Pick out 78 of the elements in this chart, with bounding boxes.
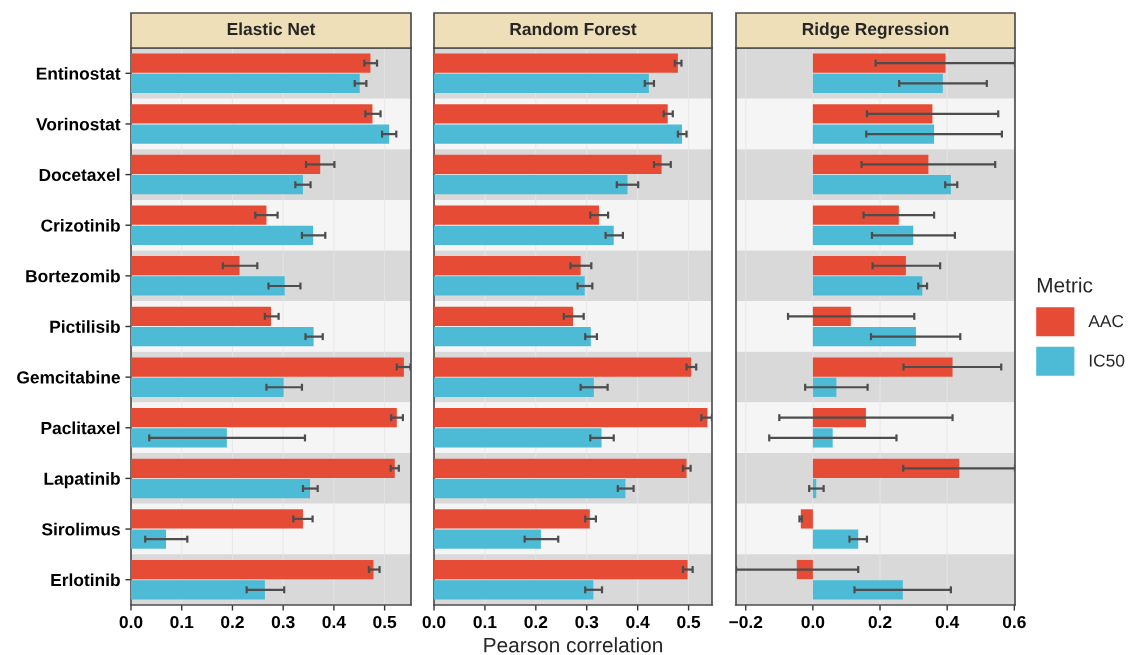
bar: [800, 509, 813, 529]
bar: [434, 225, 614, 245]
bar: [812, 357, 953, 377]
chart-title: Ridge Regression: [802, 22, 949, 39]
y-tick-label: Erlotinib: [51, 573, 120, 587]
y-tick-label: Paclitaxel: [41, 421, 120, 435]
y-tick-label: Sirolimus: [41, 522, 120, 536]
bar: [434, 256, 581, 276]
bar: [434, 580, 594, 600]
bar: [434, 509, 590, 529]
bar: [131, 225, 314, 245]
bar: [812, 327, 916, 347]
bar: [812, 73, 943, 94]
y-tick-label: Gemcitabine: [17, 370, 120, 384]
x-tick-label: −0.2: [729, 615, 763, 629]
bar: [812, 175, 951, 195]
y-tick-label: Docetaxel: [39, 168, 120, 182]
bar: [434, 306, 573, 326]
bar: [434, 327, 591, 347]
bar: [812, 276, 923, 296]
y-tick-label: Bortezomib: [26, 269, 120, 283]
x-tick-label: 0.1: [170, 615, 194, 629]
legend-label: IC50: [1089, 354, 1125, 367]
bar: [812, 529, 859, 549]
x-tick-label: 0.2: [221, 615, 244, 629]
x-tick-label: 0.2: [524, 615, 548, 629]
bar: [812, 225, 914, 245]
bar: [131, 276, 285, 296]
x-tick-label: 0.2: [868, 615, 892, 629]
x-tick-label: 0.4: [322, 615, 346, 629]
bar: [131, 306, 271, 326]
y-tick-label: Lapatinib: [44, 472, 120, 489]
bar: [131, 580, 265, 600]
x-tick-label: 0.0: [119, 615, 143, 629]
x-tick-label: 0.6: [1002, 615, 1026, 629]
bar: [812, 205, 899, 225]
bar: [131, 175, 303, 195]
bar: [434, 428, 602, 448]
bar: [131, 478, 311, 499]
bar: [812, 53, 946, 73]
legend-label: AAC: [1088, 314, 1124, 328]
bar: [434, 276, 585, 296]
x-tick-label: 0.3: [271, 615, 295, 629]
bar: [131, 256, 240, 276]
bar: [812, 124, 935, 144]
x-tick-label: 0.5: [677, 615, 701, 629]
legend-title: Metric: [1037, 277, 1093, 293]
x-tick-label: 0.3: [575, 615, 599, 629]
y-tick-label: Crizotinib: [41, 218, 120, 232]
bar: [131, 509, 303, 529]
bar: [434, 205, 599, 225]
y-tick-label: Pictilisib: [50, 320, 120, 333]
x-tick-label: 0.5: [373, 615, 397, 629]
bar: [434, 377, 594, 397]
bar: [812, 458, 960, 478]
y-tick-label: Vorinostat: [36, 117, 121, 131]
x-tick-label: 0.0: [801, 615, 825, 629]
bar: [434, 529, 541, 549]
y-tick-label: Entinostat: [36, 67, 121, 80]
bar: [131, 377, 284, 397]
bar: [131, 428, 227, 448]
x-tick-label: 0.1: [473, 615, 497, 629]
chart-title: Random Forest: [510, 22, 637, 36]
bar: [434, 478, 626, 499]
bar: [131, 529, 166, 549]
bar: [812, 104, 933, 124]
bar: [812, 428, 833, 448]
x-tick-label: 0.0: [422, 615, 446, 629]
x-tick-label: 0.4: [626, 615, 650, 629]
bar: [812, 580, 903, 600]
x-tick-label: 0.4: [935, 615, 960, 629]
bar: [434, 175, 628, 195]
bar: [131, 154, 321, 175]
chart-title: Elastic Net: [227, 22, 316, 36]
bar: [131, 327, 314, 347]
x-axis-title: Pearson correlation: [484, 637, 662, 653]
bar: [812, 256, 906, 276]
bar: [131, 205, 267, 225]
